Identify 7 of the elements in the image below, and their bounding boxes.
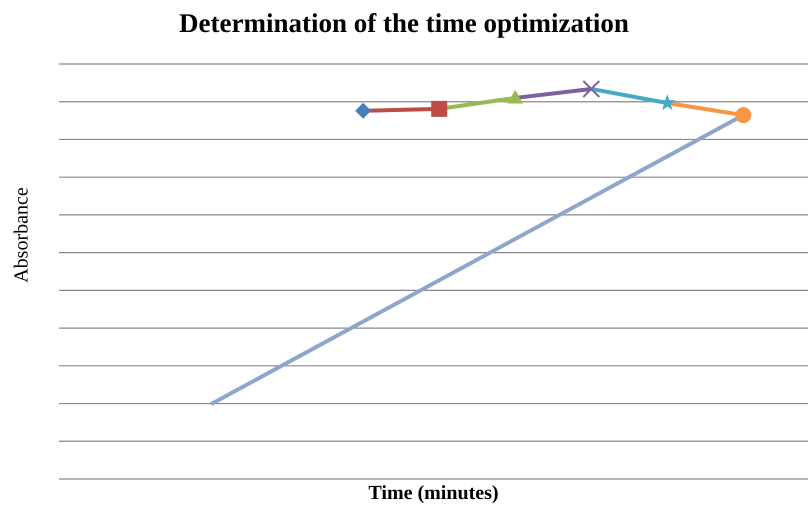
point — [735, 107, 752, 124]
x-axis-title: Time (minutes) — [367, 482, 500, 505]
point — [431, 100, 448, 117]
y-axis-title: Absorbance — [10, 187, 34, 283]
point — [355, 102, 372, 119]
point — [582, 80, 600, 98]
chart-title: Determination of the time optimization — [178, 8, 630, 39]
